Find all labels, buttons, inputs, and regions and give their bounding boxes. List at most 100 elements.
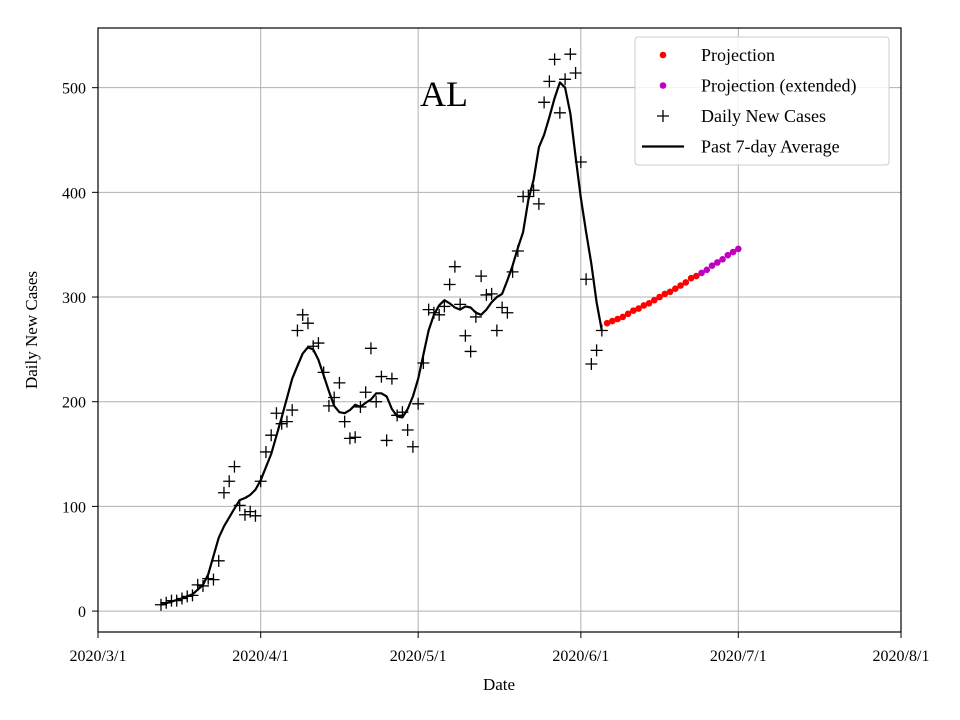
x-tick-label: 2020/8/1 [873, 648, 930, 665]
point-projection [619, 313, 627, 321]
point-daily-new-cases [207, 573, 220, 586]
point-daily-new-cases [417, 356, 430, 369]
point-projection [630, 307, 637, 314]
point-daily-new-cases [569, 67, 582, 80]
point-daily-new-cases [595, 324, 608, 337]
point-daily-new-cases [202, 572, 215, 585]
point-daily-new-cases [422, 303, 435, 316]
point-projection [693, 272, 700, 280]
legend-marker-projection-extended [659, 82, 667, 89]
point-daily-new-cases [385, 372, 398, 385]
legend-label: Projection (extended) [701, 76, 856, 97]
point-projection-extended [708, 262, 716, 269]
point-daily-new-cases [270, 407, 283, 420]
point-projection [672, 285, 679, 292]
point-daily-new-cases [286, 404, 299, 417]
point-daily-new-cases [438, 300, 451, 313]
point-daily-new-cases [354, 400, 367, 413]
point-projection [656, 293, 663, 301]
point-daily-new-cases [265, 429, 278, 442]
point-daily-new-cases [475, 270, 488, 283]
point-daily-new-cases [443, 278, 456, 291]
point-daily-new-cases [454, 298, 467, 311]
point-projection [661, 290, 669, 298]
point-daily-new-cases [511, 244, 524, 257]
point-daily-new-cases [217, 486, 230, 499]
point-projection [624, 310, 632, 318]
point-daily-new-cases [501, 306, 514, 319]
x-tick-label: 2020/6/1 [552, 648, 609, 665]
point-daily-new-cases [522, 190, 535, 203]
point-daily-new-cases [406, 440, 419, 453]
point-daily-new-cases [291, 324, 304, 337]
y-tick-label: 100 [62, 499, 86, 516]
legend-label: Projection [701, 45, 775, 65]
point-daily-new-cases [259, 445, 272, 458]
point-daily-new-cases [212, 554, 225, 567]
point-daily-new-cases [480, 288, 493, 301]
point-daily-new-cases [175, 592, 188, 605]
point-daily-new-cases [364, 342, 377, 355]
point-daily-new-cases [538, 96, 551, 109]
point-projection-extended [703, 266, 711, 274]
x-tick-label: 2020/3/1 [70, 648, 127, 665]
point-projection-extended [735, 245, 742, 253]
point-daily-new-cases [564, 48, 577, 61]
point-daily-new-cases [459, 329, 472, 342]
y-axis-label: Daily New Cases [22, 271, 41, 389]
point-daily-new-cases [464, 345, 477, 358]
point-daily-new-cases [275, 417, 288, 430]
point-daily-new-cases [412, 397, 425, 410]
point-daily-new-cases [301, 317, 314, 330]
x-axis-label: Date [483, 675, 515, 694]
point-daily-new-cases [254, 475, 267, 488]
point-projection [682, 279, 690, 286]
point-daily-new-cases [548, 53, 561, 66]
y-tick-label: 400 [62, 185, 86, 202]
point-daily-new-cases [580, 273, 593, 286]
point-daily-new-cases [427, 306, 440, 319]
legend: Projection Projection (extended) Daily New… [634, 36, 890, 166]
legend-label: Daily New Cases [701, 106, 826, 126]
point-daily-new-cases [307, 340, 320, 353]
point-daily-new-cases [585, 358, 598, 371]
point-daily-new-cases [543, 75, 556, 88]
x-tick-label: 2020/4/1 [232, 648, 289, 665]
x-tick-label: 2020/5/1 [390, 648, 447, 665]
point-daily-new-cases [233, 499, 246, 512]
point-daily-new-cases [322, 399, 335, 412]
point-projection [645, 300, 653, 307]
point-daily-new-cases [238, 508, 251, 521]
point-daily-new-cases [396, 406, 409, 419]
point-projection-extended [698, 269, 705, 277]
point-daily-new-cases [181, 590, 194, 603]
legend-marker-projection [659, 51, 667, 59]
point-daily-new-cases [375, 370, 388, 383]
point-daily-new-cases [196, 579, 209, 592]
legend-box [634, 36, 890, 166]
point-projection [640, 302, 648, 309]
point-daily-new-cases [574, 155, 587, 168]
point-daily-new-cases [391, 409, 404, 422]
y-tick-label: 0 [78, 604, 86, 621]
point-daily-new-cases [359, 386, 372, 399]
point-daily-new-cases [559, 73, 572, 86]
point-projection [609, 317, 616, 325]
point-daily-new-cases [527, 184, 540, 197]
point-projection-extended [714, 259, 721, 266]
point-daily-new-cases [506, 265, 519, 278]
point-projection [603, 319, 611, 327]
point-daily-new-cases [296, 308, 309, 321]
point-daily-new-cases [223, 475, 236, 488]
plot-area [154, 48, 742, 611]
axis-ticks: 2020/3/1 2020/4/1 2020/5/1 2020/6/1 2020/7/1… [62, 81, 929, 665]
point-daily-new-cases [590, 344, 603, 357]
series-line-past-7-day-average [160, 81, 603, 606]
y-tick-label: 500 [62, 81, 86, 98]
point-daily-new-cases [401, 423, 414, 436]
point-daily-new-cases [328, 391, 341, 404]
point-daily-new-cases [228, 460, 241, 473]
point-daily-new-cases [490, 324, 503, 337]
point-daily-new-cases [154, 598, 167, 611]
